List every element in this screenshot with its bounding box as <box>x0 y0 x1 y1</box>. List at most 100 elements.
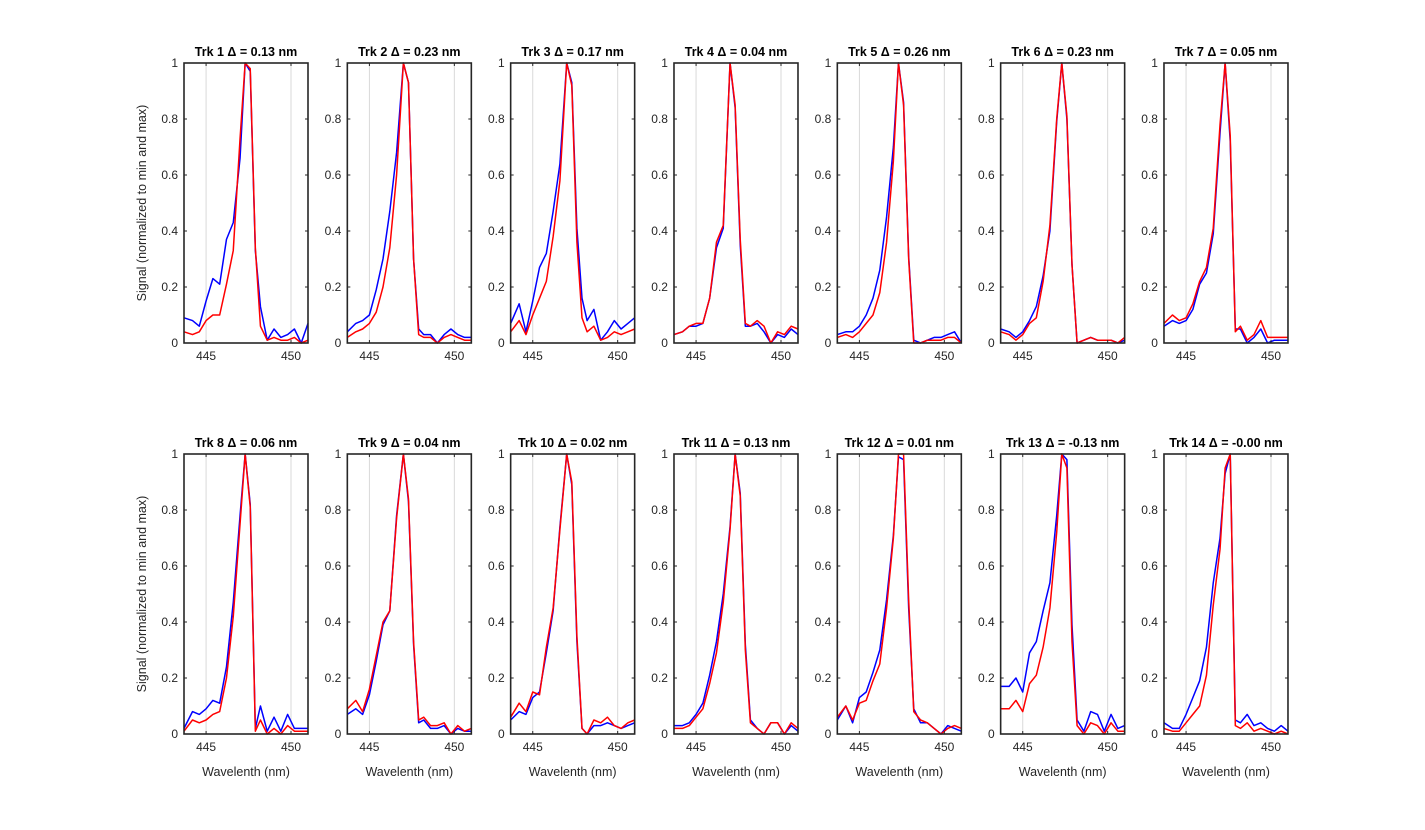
series-line-red <box>1163 453 1289 735</box>
y-tick-label: 0.4 <box>978 224 995 238</box>
y-tick-label: 0.2 <box>325 280 342 294</box>
x-tick-label: 450 <box>934 349 954 363</box>
panel-title: Trk 5 Δ = 0.26 nm <box>848 45 950 59</box>
series-line-red <box>1163 62 1288 341</box>
y-tick-label: 0.4 <box>161 615 178 629</box>
y-tick-label: 0.8 <box>161 503 178 517</box>
series-line-red <box>1000 62 1126 344</box>
axes-box <box>183 453 309 735</box>
y-tick-label: 0.8 <box>1141 503 1158 517</box>
panel-title: Trk 2 Δ = 0.23 nm <box>358 45 460 59</box>
y-tick-label: 0.2 <box>815 671 832 685</box>
y-tick-label: 0.2 <box>651 671 668 685</box>
y-tick-label: 0.2 <box>161 671 178 685</box>
axes-box <box>183 62 309 344</box>
y-tick-label: 0.4 <box>325 224 342 238</box>
y-tick-label: 0 <box>825 336 832 350</box>
y-tick-label: 0.8 <box>488 503 505 517</box>
y-tick-label: 0.2 <box>978 280 995 294</box>
y-tick-label: 1 <box>498 447 505 461</box>
x-tick-label: 445 <box>523 349 543 363</box>
x-tick-label: 445 <box>196 349 216 363</box>
y-tick-label: 0.4 <box>1141 615 1158 629</box>
series-line-red <box>346 453 472 735</box>
series-line-blue <box>1163 453 1289 732</box>
y-tick-label: 0.6 <box>325 168 342 182</box>
y-tick-label: 0.2 <box>978 671 995 685</box>
y-axis-label: Signal (normalized to min and max) <box>135 105 149 302</box>
axes-box <box>836 62 963 344</box>
panel-title: Trk 11 Δ = 0.13 nm <box>682 436 791 450</box>
series-line-blue <box>673 453 799 735</box>
y-tick-label: 0 <box>498 727 505 741</box>
y-tick-label: 0.2 <box>325 671 342 685</box>
x-tick-label: 445 <box>359 740 379 754</box>
y-tick-label: 1 <box>171 447 178 461</box>
y-tick-label: 0.2 <box>488 671 505 685</box>
y-tick-label: 0.2 <box>488 280 505 294</box>
x-tick-label: 450 <box>771 740 791 754</box>
x-tick-label: 450 <box>1098 349 1118 363</box>
series-line-blue <box>183 453 308 732</box>
x-axis-label: Wavelenth (nm) <box>692 765 780 779</box>
y-tick-label: 0.4 <box>815 615 832 629</box>
x-tick-label: 450 <box>608 740 628 754</box>
y-tick-label: 0.8 <box>815 503 832 517</box>
y-tick-label: 0 <box>335 727 342 741</box>
y-tick-label: 0.6 <box>325 559 342 573</box>
series-line-red <box>836 453 962 735</box>
series-line-blue <box>673 62 799 344</box>
y-tick-label: 0 <box>498 336 505 350</box>
x-tick-label: 450 <box>934 740 954 754</box>
y-tick-label: 0 <box>335 336 342 350</box>
y-tick-label: 1 <box>1151 56 1158 70</box>
x-tick-label: 450 <box>1098 740 1118 754</box>
y-tick-label: 0.8 <box>161 112 178 126</box>
y-tick-label: 0.6 <box>161 559 178 573</box>
y-tick-label: 0 <box>171 336 178 350</box>
series-line-red <box>673 62 799 344</box>
axes-box <box>1163 62 1289 344</box>
series-line-blue <box>1000 62 1125 344</box>
y-tick-label: 0 <box>988 336 995 350</box>
series-line-blue <box>1000 453 1125 732</box>
x-axis-label: Wavelenth (nm) <box>855 765 943 779</box>
y-tick-label: 1 <box>335 56 342 70</box>
series-line-red <box>183 62 309 344</box>
y-tick-label: 0.4 <box>488 615 505 629</box>
y-tick-label: 0.6 <box>488 559 505 573</box>
y-tick-label: 0 <box>1151 727 1158 741</box>
y-tick-label: 0 <box>171 727 178 741</box>
axes-box <box>1163 453 1289 735</box>
y-tick-label: 0.8 <box>978 503 995 517</box>
y-tick-label: 1 <box>988 447 995 461</box>
x-tick-label: 445 <box>1013 349 1033 363</box>
x-tick-label: 450 <box>771 349 791 363</box>
axes-box <box>999 453 1126 735</box>
y-tick-label: 0.8 <box>1141 112 1158 126</box>
panel-title: Trk 13 Δ = -0.13 nm <box>1006 436 1120 450</box>
y-tick-label: 1 <box>988 56 995 70</box>
axes-box <box>509 453 636 735</box>
series-line-blue <box>346 453 472 735</box>
y-tick-label: 1 <box>825 56 832 70</box>
x-tick-label: 445 <box>849 349 869 363</box>
panel-title: Trk 1 Δ = 0.13 nm <box>195 45 297 59</box>
y-tick-label: 0.8 <box>651 503 668 517</box>
y-tick-label: 0 <box>661 727 668 741</box>
y-tick-label: 1 <box>825 447 832 461</box>
series-line-blue <box>837 62 962 344</box>
x-axis-label: Wavelenth (nm) <box>202 765 290 779</box>
y-tick-label: 0.6 <box>978 168 995 182</box>
series-line-red <box>1000 453 1125 735</box>
y-tick-label: 0.8 <box>978 112 995 126</box>
y-tick-label: 0 <box>1151 336 1158 350</box>
y-tick-label: 0.8 <box>651 112 668 126</box>
y-tick-label: 0 <box>661 336 668 350</box>
y-tick-label: 0.4 <box>815 224 832 238</box>
x-tick-label: 450 <box>281 740 301 754</box>
y-tick-label: 0.6 <box>1141 559 1158 573</box>
series-line-red <box>510 62 635 341</box>
x-tick-label: 445 <box>359 349 379 363</box>
